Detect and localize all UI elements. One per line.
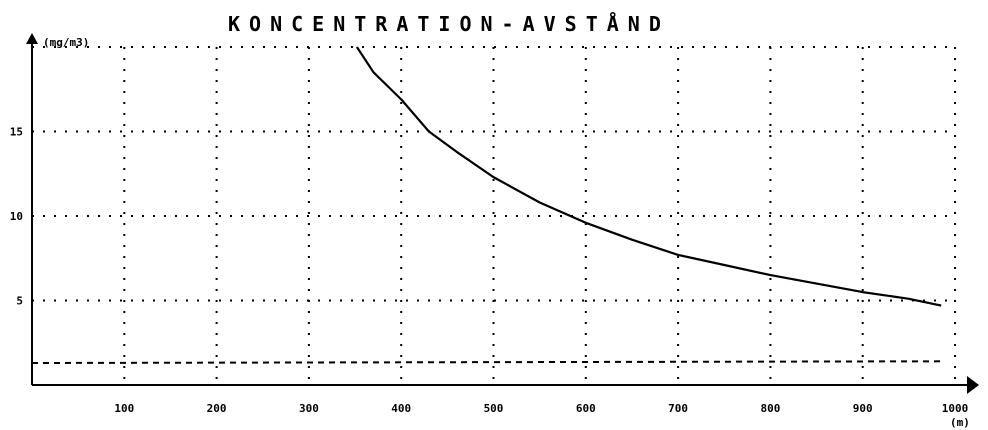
x-axis-unit-label: (m) bbox=[950, 416, 970, 429]
x-tick-label-100: 100 bbox=[114, 402, 134, 415]
gridlines bbox=[32, 46, 956, 385]
x-axis-arrow bbox=[967, 376, 979, 394]
x-tick-label-200: 200 bbox=[207, 402, 227, 415]
x-tick-label-700: 700 bbox=[668, 402, 688, 415]
x-tick-label-900: 900 bbox=[853, 402, 873, 415]
concentration-curve bbox=[355, 46, 942, 307]
series bbox=[31, 46, 942, 364]
axes bbox=[26, 33, 979, 394]
x-tick-label-500: 500 bbox=[484, 402, 504, 415]
chart-title: KONCENTRATION-AVSTÅND bbox=[228, 12, 670, 36]
y-axis-arrow bbox=[26, 33, 38, 44]
y-tick-label-5: 5 bbox=[16, 295, 23, 308]
x-tick-label-400: 400 bbox=[391, 402, 411, 415]
x-tick-label-1000: 1000 bbox=[942, 402, 969, 415]
x-tick-label-300: 300 bbox=[299, 402, 319, 415]
x-tick-label-800: 800 bbox=[760, 402, 780, 415]
reference-dashed-line bbox=[31, 360, 942, 364]
x-tick-label-600: 600 bbox=[576, 402, 596, 415]
y-tick-label-10: 10 bbox=[10, 210, 23, 223]
y-tick-label-15: 15 bbox=[10, 126, 23, 139]
y-axis-unit-label: (mg/m3) bbox=[43, 36, 89, 49]
tick-labels: 100 200 300 400 500 600 700 800 900 1000 5 10 15 bbox=[10, 126, 969, 416]
